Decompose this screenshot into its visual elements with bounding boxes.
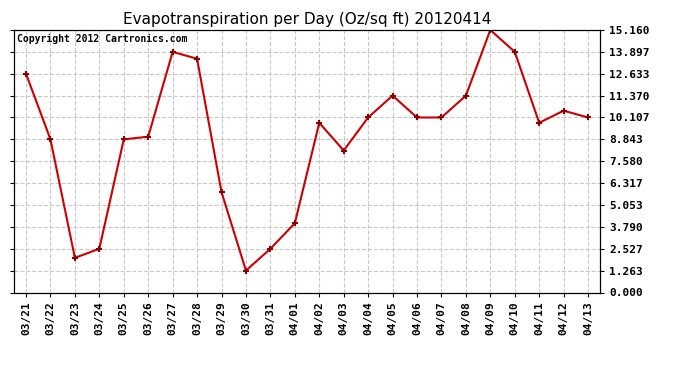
- Text: Copyright 2012 Cartronics.com: Copyright 2012 Cartronics.com: [17, 34, 187, 44]
- Title: Evapotranspiration per Day (Oz/sq ft) 20120414: Evapotranspiration per Day (Oz/sq ft) 20…: [123, 12, 491, 27]
